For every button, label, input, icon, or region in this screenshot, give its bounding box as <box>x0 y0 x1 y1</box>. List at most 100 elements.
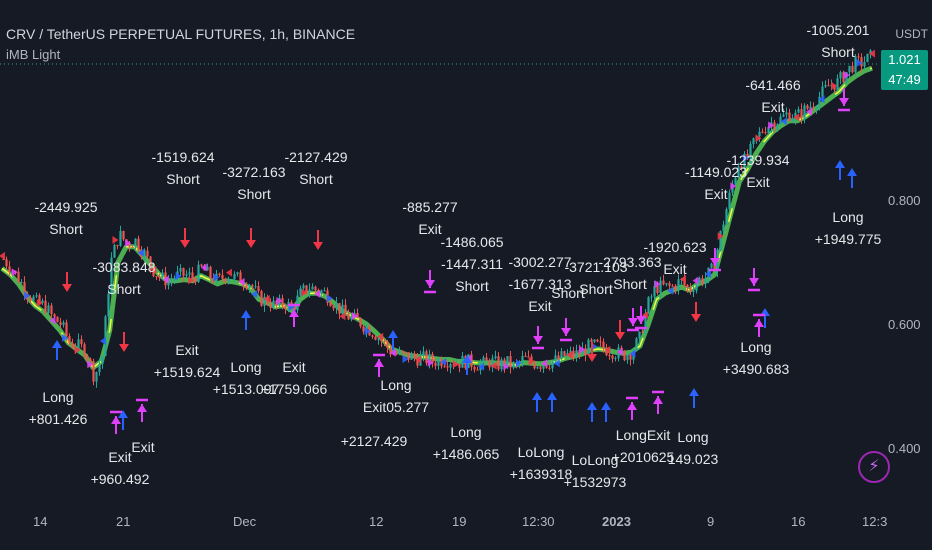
trade-label-line: -641.466 <box>745 77 800 93</box>
candle <box>68 333 71 346</box>
candle <box>458 363 461 373</box>
direction-marker <box>301 288 308 297</box>
candle <box>188 267 191 278</box>
candle <box>197 260 200 283</box>
trade-label: Exit +960.492 <box>91 449 150 487</box>
trade-label: LoLong +1639318 <box>510 444 573 482</box>
candle <box>497 352 500 372</box>
trade-label: Long Exit05.277 <box>363 377 429 415</box>
trade-label: Short <box>551 285 585 301</box>
candle <box>122 230 125 242</box>
candle <box>116 244 119 250</box>
trade-label-line: Short <box>613 276 647 292</box>
candle <box>245 282 248 291</box>
candle <box>551 360 554 373</box>
trade-label: -1005.201 Short <box>806 22 869 60</box>
direction-marker <box>780 117 787 126</box>
candle <box>251 283 254 291</box>
trade-label-line: Short <box>299 171 333 187</box>
direction-marker <box>843 71 850 80</box>
candle <box>557 351 560 360</box>
direction-marker <box>24 291 31 300</box>
candle <box>386 340 389 353</box>
candle <box>749 140 752 165</box>
candle <box>686 283 689 293</box>
candle <box>413 351 416 362</box>
last-price-tag: 1.021 <box>881 50 928 70</box>
candle <box>335 297 338 314</box>
candle <box>818 91 821 111</box>
candle <box>302 283 305 290</box>
x-tick-label: 9 <box>707 514 714 529</box>
candle <box>185 270 188 279</box>
candle <box>209 265 212 282</box>
symbol-title[interactable]: CRV / TetherUS PERPETUAL FUTURES, 1h, BI… <box>6 26 356 42</box>
indicator-legend[interactable]: iMB Light <box>6 47 61 62</box>
candle <box>824 80 827 89</box>
trade-label-line: Long <box>230 359 261 375</box>
candle <box>788 108 791 122</box>
candle <box>782 108 785 118</box>
price-axis[interactable]: 0.800 0.600 0.400 <box>888 193 921 456</box>
candle <box>236 271 239 277</box>
trade-label-line: -2793.363 <box>598 254 661 270</box>
long-arrow <box>689 388 699 408</box>
long-arrow <box>462 355 472 375</box>
direction-marker <box>591 342 598 351</box>
trade-label: -3721.103 Short <box>564 259 627 297</box>
short-arrow <box>119 332 129 352</box>
candle <box>305 285 308 295</box>
trade-label: -3083.848 Short <box>92 259 155 297</box>
long-arrow <box>532 392 542 412</box>
candle <box>629 353 632 366</box>
candle <box>779 113 782 126</box>
time-axis[interactable]: 14 21 Dec 12 19 12:30 2023 9 16 12:3 <box>33 514 887 529</box>
candle <box>146 246 149 259</box>
direction-marker <box>541 359 548 368</box>
candle <box>812 102 815 111</box>
direction-marker <box>629 349 636 358</box>
candle <box>728 189 731 211</box>
candle <box>641 329 644 334</box>
candle <box>182 267 185 282</box>
x-tick-label: 12 <box>369 514 383 529</box>
trade-label-line: +3490.683 <box>723 361 790 377</box>
candle <box>377 336 380 345</box>
trade-label-line: -1149.023 <box>685 164 747 180</box>
exit-arrow <box>838 88 850 112</box>
candle <box>635 336 638 352</box>
trade-label-line: +960.492 <box>91 471 150 487</box>
trade-label: Long +1513.097 <box>213 359 280 397</box>
trade-label-line: Exit <box>663 261 686 277</box>
direction-marker <box>742 154 749 163</box>
short-arrow <box>615 320 625 340</box>
trade-label-line: +1759.066 <box>261 381 328 397</box>
candle <box>95 371 98 388</box>
candle <box>803 103 806 124</box>
candle <box>56 316 59 323</box>
direction-marker <box>616 348 623 357</box>
x-tick-label: 2023 <box>602 514 631 529</box>
candle <box>92 358 95 386</box>
candle <box>371 334 374 339</box>
direction-marker <box>11 268 18 277</box>
direction-marker <box>175 272 182 281</box>
candle <box>653 281 656 301</box>
candle <box>476 366 479 371</box>
trade-label: -885.277 Exit <box>402 199 457 237</box>
lightning-logo-icon[interactable]: ⚡ <box>858 451 890 483</box>
candle <box>221 269 224 283</box>
candle <box>647 296 650 315</box>
candle <box>533 360 536 370</box>
candle <box>575 344 578 362</box>
candle <box>359 317 362 329</box>
candle <box>344 299 347 314</box>
candle <box>62 320 65 328</box>
trade-label-line: Exit <box>418 221 441 237</box>
currency-label: USDT <box>895 27 928 41</box>
candle <box>539 365 542 372</box>
direction-marker <box>730 182 737 191</box>
candle <box>719 230 722 252</box>
trade-label-line: Long <box>42 389 73 405</box>
